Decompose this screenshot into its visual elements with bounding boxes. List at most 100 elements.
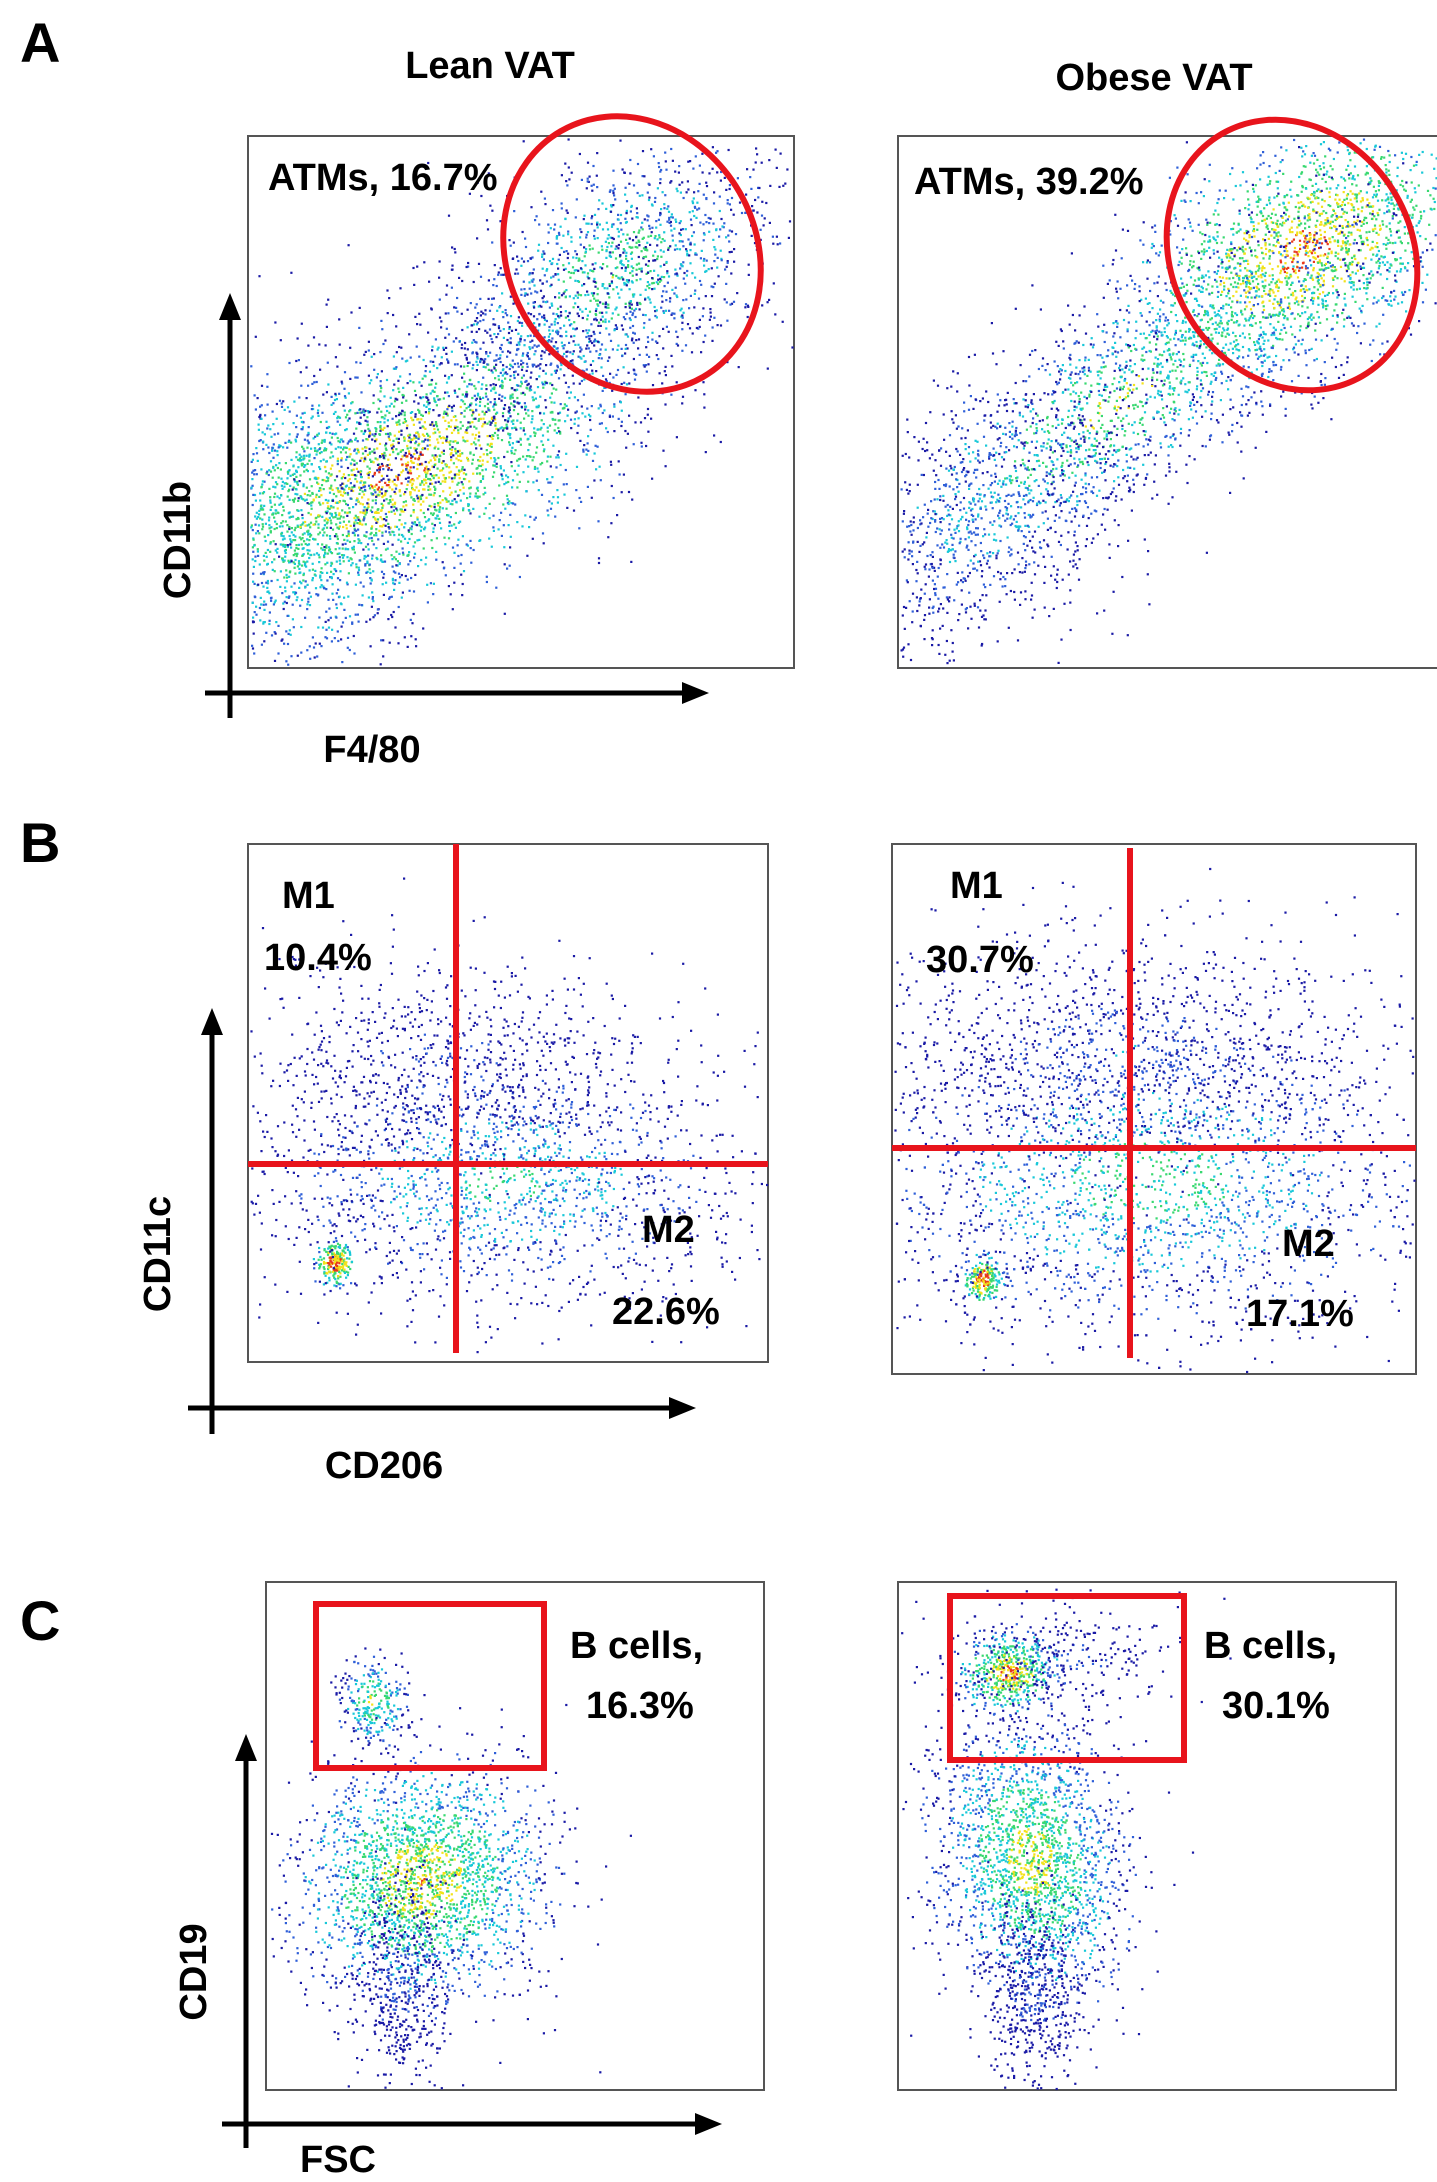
density-dot: [701, 153, 703, 155]
density-dot: [579, 350, 581, 352]
density-dot: [410, 577, 412, 579]
density-dot: [336, 398, 338, 400]
density-dot: [647, 281, 649, 283]
density-dot: [275, 509, 277, 511]
density-dot: [755, 161, 757, 163]
density-dot: [453, 405, 455, 407]
density-dot: [334, 411, 336, 413]
density-dot: [617, 369, 619, 371]
density-dot: [611, 280, 613, 282]
density-dot: [591, 497, 593, 499]
density-dot: [278, 504, 280, 506]
density-dot: [595, 445, 597, 447]
density-dot: [626, 234, 628, 236]
density-dot: [395, 564, 397, 566]
density-dot: [301, 523, 303, 525]
density-dot: [633, 293, 635, 295]
density-dot: [308, 524, 310, 526]
density-dot: [297, 526, 299, 528]
density-dot: [335, 570, 337, 572]
density-dot: [257, 397, 259, 399]
density-dot: [395, 325, 397, 327]
density-dot: [593, 278, 595, 280]
density-dot: [368, 537, 370, 539]
density-dot: [472, 364, 474, 366]
density-dot: [387, 541, 389, 543]
density-dot: [568, 262, 570, 264]
density-dot: [591, 223, 593, 225]
density-dot: [407, 579, 409, 581]
density-dot: [342, 500, 344, 502]
density-dot: [710, 218, 712, 220]
density-dot: [1334, 338, 1336, 340]
density-dot: [690, 219, 692, 221]
density-dot: [778, 186, 780, 188]
density-dot: [573, 335, 575, 337]
density-dot: [423, 404, 425, 406]
density-dot: [587, 442, 589, 444]
density-dot: [254, 394, 256, 396]
density-dot: [389, 499, 391, 501]
density-dot: [421, 481, 423, 483]
density-dot: [280, 494, 282, 496]
density-dot: [688, 254, 690, 256]
density-dot: [583, 215, 585, 217]
density-dot: [463, 469, 465, 471]
density-dot: [477, 322, 479, 324]
density-dot: [322, 549, 324, 551]
density-dot: [300, 456, 302, 458]
density-dot: [316, 482, 318, 484]
density-dot: [1290, 284, 1292, 286]
density-dot: [584, 416, 586, 418]
density-dot: [761, 201, 763, 203]
density-dot: [621, 263, 623, 265]
density-dot: [337, 630, 339, 632]
density-dot: [383, 594, 385, 596]
density-dot: [390, 511, 392, 513]
density-dot: [503, 328, 505, 330]
density-dot: [290, 272, 292, 274]
density-dot: [536, 291, 538, 293]
density-dot: [611, 485, 613, 487]
density-dot: [447, 514, 449, 516]
density-dot: [622, 328, 624, 330]
density-dot: [347, 504, 349, 506]
density-dot: [536, 215, 538, 217]
density-dot: [303, 455, 305, 457]
density-dot: [325, 470, 327, 472]
density-dot: [592, 263, 594, 265]
density-dot: [270, 436, 272, 438]
density-dot: [692, 202, 694, 204]
density-dot: [308, 592, 310, 594]
density-dot: [641, 270, 643, 272]
density-dot: [435, 383, 437, 385]
density-dot: [619, 140, 621, 142]
density-dot: [371, 439, 373, 441]
density-dot: [378, 530, 380, 532]
density-dot: [307, 494, 309, 496]
density-dot: [520, 360, 522, 362]
density-dot: [589, 351, 591, 353]
density-dot: [321, 439, 323, 441]
density-dot: [1334, 266, 1336, 268]
density-dot: [720, 180, 722, 182]
density-dot: [338, 528, 340, 530]
density-dot: [427, 601, 429, 603]
density-dot: [612, 251, 614, 253]
density-dot: [640, 442, 642, 444]
density-dot: [699, 222, 701, 224]
density-dot: [317, 409, 319, 411]
density-dot: [330, 617, 332, 619]
density-dot: [371, 554, 373, 556]
density-dot: [399, 563, 401, 565]
density-dot: [529, 341, 531, 343]
density-dot: [497, 333, 499, 335]
density-dot: [1289, 288, 1291, 290]
density-dot: [589, 340, 591, 342]
density-dot: [1350, 190, 1352, 192]
density-dot: [641, 222, 643, 224]
density-dot: [522, 362, 524, 364]
density-dot: [451, 500, 453, 502]
density-dot: [543, 317, 545, 319]
density-dot: [578, 315, 580, 317]
